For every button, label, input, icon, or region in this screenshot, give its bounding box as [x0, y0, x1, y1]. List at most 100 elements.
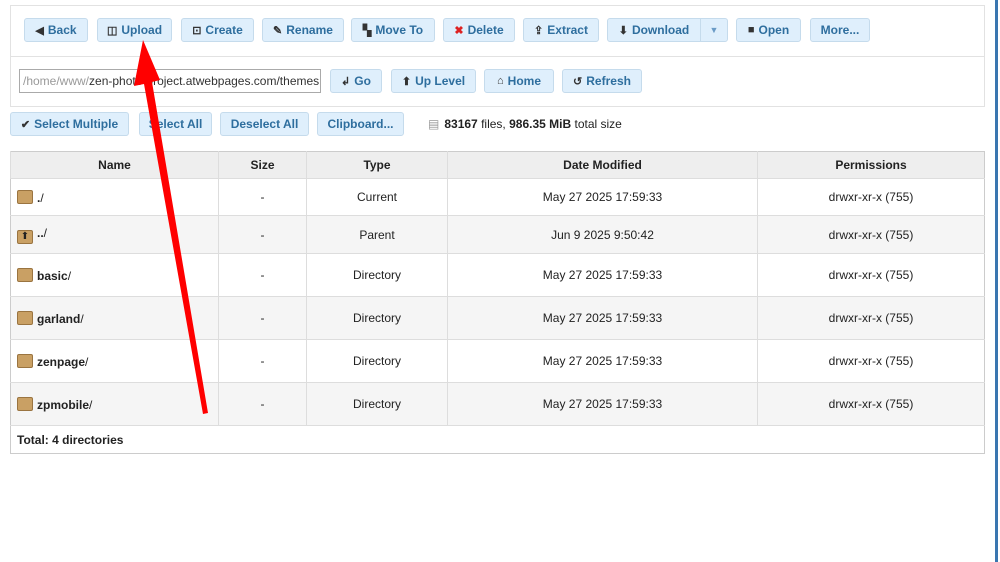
path-suffix: / — [43, 225, 48, 240]
cell-size: - — [218, 215, 307, 254]
file-name-link[interactable]: . — [37, 190, 41, 205]
file-name-link[interactable]: basic — [37, 268, 68, 283]
table-row[interactable]: basic/ - Directory May 27 2025 17:59:33 … — [10, 253, 985, 297]
path-suffix: / — [80, 311, 84, 326]
cell-type: Directory — [306, 296, 448, 340]
chevron-down-icon: ▼ — [709, 25, 719, 35]
download-button[interactable]: ⬇ Download — [607, 18, 701, 42]
refresh-icon: ↺ — [573, 75, 583, 88]
cell-permissions[interactable]: drwxr-xr-x (755) — [757, 382, 985, 426]
column-header-type[interactable]: Type — [306, 151, 448, 179]
column-header-size[interactable]: Size — [218, 151, 307, 179]
file-name-link[interactable]: .. — [37, 225, 44, 240]
download-icon: ⬇ — [618, 24, 628, 37]
cell-size: - — [218, 178, 307, 216]
column-header-name[interactable]: Name — [10, 151, 219, 179]
cell-date: Jun 9 2025 9:50:42 — [447, 215, 758, 254]
clipboard-button[interactable]: Clipboard... — [317, 112, 404, 136]
create-button[interactable]: ⊡ Create — [181, 18, 254, 42]
folder-icon — [17, 267, 33, 282]
delete-x-icon: ✖ — [454, 24, 464, 37]
cell-name[interactable]: zpmobile/ — [10, 382, 219, 426]
cell-type: Parent — [306, 215, 448, 254]
download-dropdown-button[interactable]: ▼ — [700, 18, 728, 42]
deselect-all-button[interactable]: Deselect All — [220, 112, 309, 136]
cell-type: Current — [306, 178, 448, 216]
cell-name[interactable]: ./ — [10, 178, 219, 216]
table-header: Name Size Type Date Modified Permissions — [10, 151, 985, 179]
arrow-left-icon: ◀ — [35, 24, 44, 37]
move-to-button[interactable]: ▚ Move To — [351, 18, 435, 42]
up-level-button[interactable]: ⬆ Up Level — [391, 69, 476, 93]
refresh-button[interactable]: ↺ Refresh — [562, 69, 642, 93]
table-row[interactable]: zpmobile/ - Directory May 27 2025 17:59:… — [10, 382, 985, 426]
files-stack-icon: ▤ — [428, 117, 440, 131]
cell-date: May 27 2025 17:59:33 — [447, 339, 758, 383]
extract-icon: ⇪ — [534, 24, 544, 37]
go-arrow-icon: ↲ — [341, 75, 351, 88]
more-button[interactable]: More... — [810, 18, 870, 42]
folder-icon — [17, 189, 33, 204]
cell-date: May 27 2025 17:59:33 — [447, 296, 758, 340]
folder-icon — [17, 396, 33, 411]
path-suffix: / — [67, 268, 72, 283]
cell-date: May 27 2025 17:59:33 — [447, 382, 758, 426]
table-footer: Total: 4 directories — [10, 425, 985, 454]
select-multiple-button[interactable]: ✔ Select Multiple — [10, 112, 129, 136]
cell-type: Directory — [306, 253, 448, 297]
path-suffix: / — [89, 397, 93, 412]
cell-date: May 27 2025 17:59:33 — [447, 253, 758, 297]
window-edge — [995, 0, 998, 562]
cell-size: - — [218, 339, 307, 383]
cell-name[interactable]: zenpage/ — [10, 339, 219, 383]
stats-summary: ▤ 83167 files, 986.35 MiB total size — [428, 117, 622, 131]
file-name-link[interactable]: zpmobile — [37, 397, 90, 412]
create-icon: ⊡ — [192, 24, 202, 37]
table-row[interactable]: garland/ - Directory May 27 2025 17:59:3… — [10, 296, 985, 340]
cell-permissions[interactable]: drwxr-xr-x (755) — [757, 253, 985, 297]
move-icon: ▚ — [362, 24, 372, 37]
table-row[interactable]: ⬆ ../ - Parent Jun 9 2025 9:50:42 drwxr-x… — [10, 215, 985, 254]
open-button[interactable]: ■ Open — [736, 18, 801, 42]
parent-folder-icon: ⬆ — [17, 229, 33, 244]
cell-size: - — [218, 382, 307, 426]
delete-button[interactable]: ✖ Delete — [443, 18, 515, 42]
cell-size: - — [218, 253, 307, 297]
upload-button[interactable]: ◫ Upload — [97, 18, 172, 42]
home-button[interactable]: ⌂ Home — [484, 69, 554, 93]
toolbar-panel: ◀ Back ◫ Upload ⊡ Create ✎ Rename ▚ Move To ✖… — [10, 5, 985, 107]
file-name-link[interactable]: zenpage — [37, 354, 86, 369]
table-row[interactable]: ./ - Current May 27 2025 17:59:33 drwxr-… — [10, 178, 985, 216]
rename-button[interactable]: ✎ Rename — [262, 18, 344, 42]
folder-icon — [17, 310, 33, 325]
home-icon: ⌂ — [497, 75, 504, 87]
path-input[interactable]: /home/www/zen-photo-project.atwebpages.c… — [19, 69, 321, 93]
cell-type: Directory — [306, 382, 448, 426]
cell-type: Directory — [306, 339, 448, 383]
open-icon: ■ — [747, 24, 755, 36]
column-header-permissions[interactable]: Permissions — [757, 151, 985, 179]
file-name-link[interactable]: garland — [37, 311, 81, 326]
cell-permissions[interactable]: drwxr-xr-x (755) — [757, 296, 985, 340]
check-icon: ✔ — [20, 118, 31, 131]
cell-permissions[interactable]: drwxr-xr-x (755) — [757, 339, 985, 383]
extract-button[interactable]: ⇪ Extract — [523, 18, 599, 42]
upload-icon: ◫ — [106, 24, 118, 37]
cell-name[interactable]: ⬆ ../ — [10, 215, 219, 254]
go-button[interactable]: ↲ Go — [330, 69, 382, 93]
arrow-up-icon: ⬆ — [401, 75, 412, 88]
column-header-date[interactable]: Date Modified — [447, 151, 758, 179]
table-row[interactable]: zenpage/ - Directory May 27 2025 17:59:3… — [10, 339, 985, 383]
path-suffix: / — [85, 354, 89, 369]
cell-size: - — [218, 296, 307, 340]
path-suffix: / — [40, 190, 44, 205]
folder-icon — [17, 353, 33, 368]
pencil-icon: ✎ — [273, 24, 283, 37]
cell-permissions[interactable]: drwxr-xr-x (755) — [757, 178, 985, 216]
file-table: Name Size Type Date Modified Permissions… — [10, 151, 985, 454]
red-arrow-icon — [134, 40, 208, 414]
cell-permissions[interactable]: drwxr-xr-x (755) — [757, 215, 985, 254]
cell-date: May 27 2025 17:59:33 — [447, 178, 758, 216]
back-button[interactable]: ◀ Back — [24, 18, 88, 42]
